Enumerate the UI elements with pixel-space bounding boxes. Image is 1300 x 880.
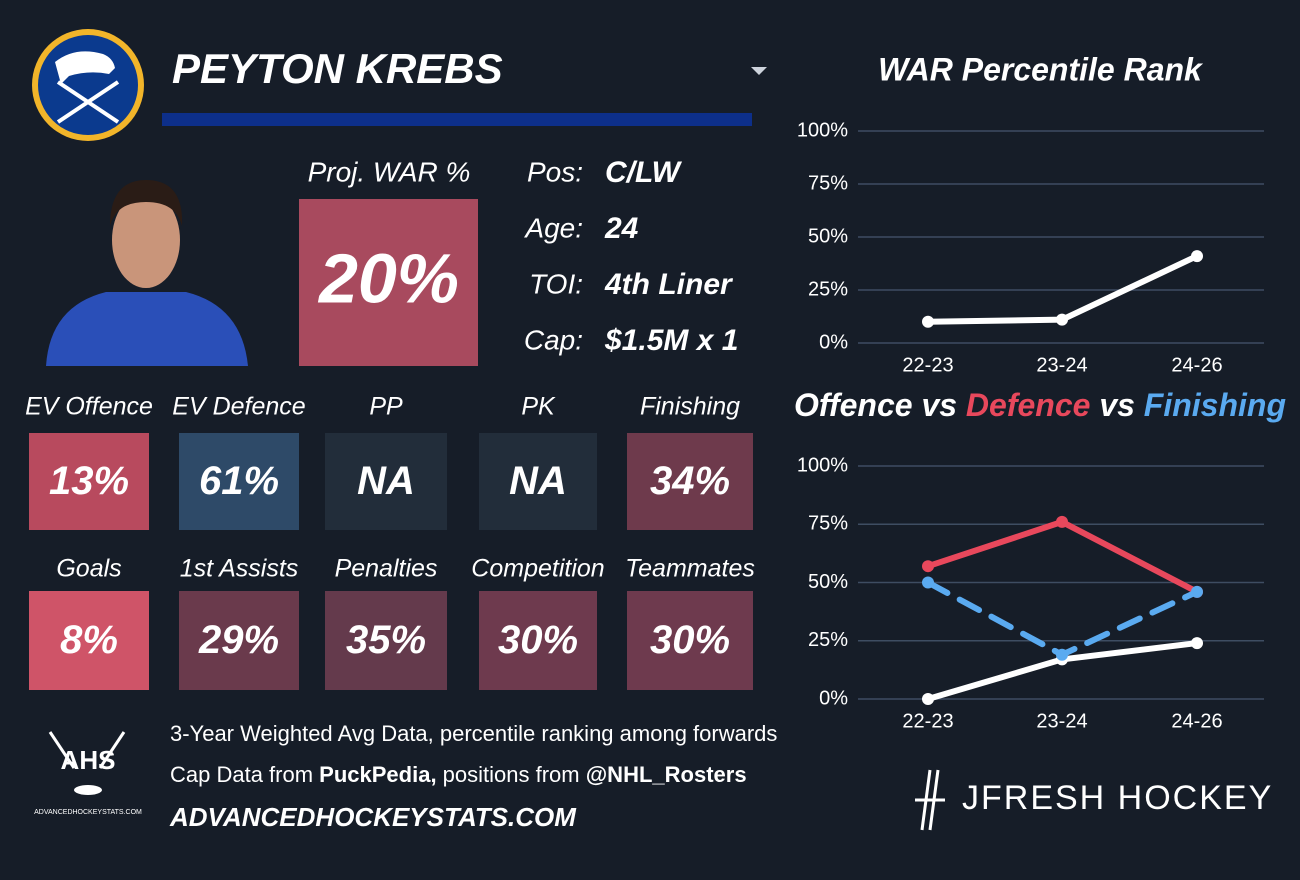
stat-label: Teammates (625, 555, 755, 583)
dropdown[interactable] (751, 67, 767, 75)
stat-label: 1st Assists (180, 555, 299, 583)
title-sep: vs (1090, 387, 1143, 423)
y-tick-label: 50% (808, 571, 848, 593)
stat-value: NA (357, 459, 415, 503)
ahs-logo: AHS ADVANCEDHOCKEYSTATS.COM (34, 731, 142, 816)
stat-label: EV Defence (172, 393, 305, 421)
brand-logo (915, 769, 945, 831)
y-tick-label: 25% (808, 629, 848, 651)
proj-war-box (299, 199, 478, 366)
ahs-logo-sub: ADVANCEDHOCKEYSTATS.COM (34, 809, 142, 816)
data-point (1056, 313, 1068, 326)
data-point (922, 315, 934, 328)
footer-site: ADVANCEDHOCKEYSTATS.COM (169, 802, 577, 832)
y-tick-label: 25% (808, 278, 848, 300)
footer-text: Cap Data from (170, 762, 319, 787)
y-tick-label: 75% (808, 172, 848, 194)
bio-value: C/LW (605, 156, 683, 189)
name-underline (162, 113, 752, 126)
stat-label: PP (369, 393, 403, 421)
bio-value: 24 (604, 212, 639, 245)
legend-entry: Defence (966, 387, 1091, 423)
data-point (1191, 585, 1203, 598)
bio: Pos: C/LW Age: 24 TOI: 4th Liner Cap: $1.5M x 1 (523, 156, 738, 357)
bio-label: Pos: (527, 156, 583, 187)
y-tick-label: 100% (797, 454, 848, 476)
proj-war-label: Proj. WAR % (308, 156, 471, 187)
stat-value: 61% (199, 459, 279, 503)
player-photo (46, 180, 248, 366)
chart-title: WAR Percentile Rank (878, 51, 1204, 87)
stat-label: EV Offence (25, 393, 153, 421)
legend-entry: Finishing (1144, 387, 1286, 423)
data-point (1056, 515, 1068, 528)
stat-label: Competition (471, 555, 604, 583)
x-tick-label: 22-23 (902, 354, 953, 376)
footer-text: positions from (437, 762, 586, 787)
bio-label: Cap: (524, 324, 583, 355)
data-point (922, 693, 934, 705)
stat-value: 29% (198, 618, 279, 662)
x-tick-label: 22-23 (902, 710, 953, 732)
data-point (1191, 637, 1203, 650)
stat-label: Goals (56, 555, 121, 583)
data-point (922, 576, 934, 589)
team-logo (32, 29, 144, 141)
stat-box (179, 433, 299, 530)
footer-line: Cap Data from PuckPedia, positions from … (170, 762, 747, 787)
stat-value: 34% (650, 459, 730, 503)
bio-label: Age: (523, 212, 583, 243)
bio-label: TOI: (529, 268, 583, 299)
player-name: PEYTON KREBS (172, 45, 503, 92)
stat-box (479, 433, 597, 530)
charts: WAR Percentile Rank 0% 25% 50% 75% 100% 22-23 2… (794, 51, 1286, 732)
y-tick-label: 75% (808, 513, 848, 535)
data-point (1056, 648, 1068, 661)
footer-text: @NHL_Rosters (586, 762, 747, 787)
footer-line: 3-Year Weighted Avg Data, percentile ran… (170, 721, 777, 746)
y-tick-label: 100% (797, 119, 848, 141)
x-tick-label: 24-26 (1171, 354, 1222, 376)
title-sep: vs (913, 387, 966, 423)
x-tick-label: 23-24 (1036, 710, 1087, 732)
stat-label: PK (521, 393, 556, 421)
stat-value: NA (509, 459, 567, 503)
stat-label: Penalties (335, 555, 438, 583)
bio-value: 4th Liner (604, 268, 734, 301)
chart-title: Offence vs Defence vs Finishing (794, 387, 1286, 423)
x-tick-label: 23-24 (1036, 354, 1087, 376)
data-point (922, 560, 934, 573)
stat-box (179, 591, 299, 690)
bio-value: $1.5M x 1 (604, 324, 738, 357)
stat-box (29, 433, 149, 530)
data-point (1191, 250, 1203, 263)
stat-box (29, 591, 149, 690)
stat-value: 8% (60, 618, 118, 662)
ahs-logo-text: AHS (61, 745, 116, 775)
stat-label: Finishing (640, 393, 740, 421)
stat-box (325, 433, 447, 530)
legend-entry: Offence (794, 387, 913, 423)
stat-box (627, 591, 753, 690)
y-tick-label: 0% (819, 687, 848, 709)
x-tick-label: 24-26 (1171, 710, 1222, 732)
stat-box (479, 591, 597, 690)
brand: JFRESH HOCKEY (962, 779, 1273, 817)
footer-text: PuckPedia, (319, 762, 436, 787)
stat-value: 13% (49, 459, 129, 503)
stat-value: 30% (650, 618, 730, 662)
stats: EV Offence 13% EV Defence 61% PP NA PK NA Finish… (25, 393, 755, 690)
stat-value: 30% (498, 618, 578, 662)
stat-value: 35% (346, 618, 426, 662)
stat-box (325, 591, 447, 690)
proj-war-value: 20% (317, 239, 459, 317)
y-tick-label: 50% (808, 225, 848, 247)
y-tick-label: 0% (819, 331, 848, 353)
stat-box (627, 433, 753, 530)
